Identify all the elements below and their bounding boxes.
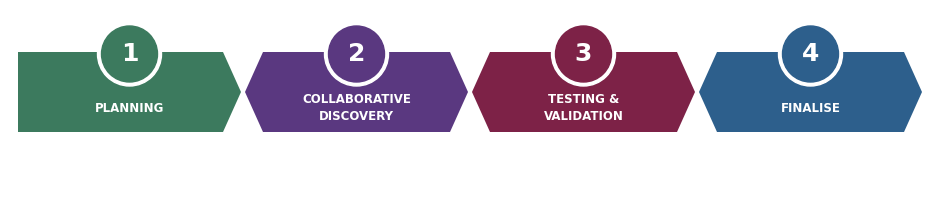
Text: 4: 4 bbox=[802, 42, 819, 66]
Text: PLANNING: PLANNING bbox=[95, 102, 164, 114]
Circle shape bbox=[102, 26, 158, 82]
Polygon shape bbox=[472, 52, 695, 132]
Circle shape bbox=[324, 22, 388, 86]
Circle shape bbox=[328, 26, 384, 82]
Text: 3: 3 bbox=[575, 42, 592, 66]
Polygon shape bbox=[18, 52, 241, 132]
Circle shape bbox=[778, 22, 842, 86]
Circle shape bbox=[552, 22, 616, 86]
Circle shape bbox=[782, 26, 838, 82]
Polygon shape bbox=[245, 52, 468, 132]
Text: FINALISE: FINALISE bbox=[780, 102, 840, 114]
Circle shape bbox=[556, 26, 612, 82]
Text: TESTING &
VALIDATION: TESTING & VALIDATION bbox=[543, 93, 623, 123]
Text: 2: 2 bbox=[348, 42, 365, 66]
Text: COLLABORATIVE
DISCOVERY: COLLABORATIVE DISCOVERY bbox=[302, 93, 411, 123]
Polygon shape bbox=[699, 52, 922, 132]
Circle shape bbox=[98, 22, 162, 86]
Text: 1: 1 bbox=[120, 42, 138, 66]
